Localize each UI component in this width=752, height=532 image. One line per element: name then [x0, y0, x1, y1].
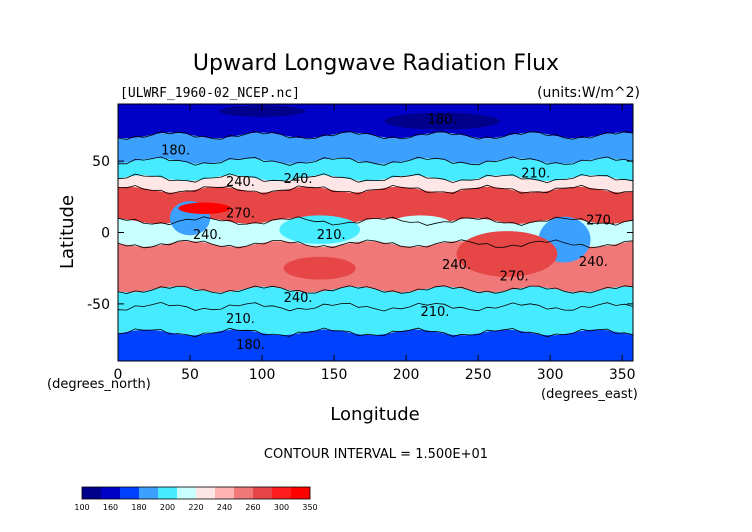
colorbar: 100 160 180 200 220 240 260 300 350 — [74, 486, 318, 512]
contour-line — [118, 327, 633, 338]
contour-label: 180. — [161, 144, 190, 159]
contour-line — [118, 173, 633, 184]
x-tick-label: 100 — [249, 367, 276, 383]
contour-label: 210. — [317, 228, 346, 243]
blob-layer — [169, 105, 591, 280]
lat-band — [118, 303, 633, 336]
contour-label: 240. — [442, 258, 471, 273]
colorbar-label: 100 — [74, 503, 89, 512]
x-tick-label: 200 — [393, 367, 420, 383]
colorbar-label: 300 — [274, 503, 289, 512]
contour-label: 240. — [579, 255, 608, 270]
field-anomaly — [384, 112, 500, 130]
field-anomaly — [178, 202, 231, 214]
contour-label: 180. — [428, 112, 457, 127]
band-layer — [118, 104, 633, 361]
colorbar-label: 260 — [245, 503, 260, 512]
contour-label: 210. — [521, 167, 550, 182]
colorbar-label: 350 — [302, 503, 317, 512]
colorbar-label: 200 — [160, 503, 175, 512]
field-anomaly — [283, 256, 356, 280]
contour-label-layer: 180. 180. 240. 240. 210. 270. 270. 240. 210. 240.… — [161, 112, 615, 353]
contour-line — [118, 184, 633, 195]
contour-line — [118, 156, 633, 166]
colorbar-swatch — [139, 487, 159, 499]
contour-label: 210. — [420, 305, 449, 320]
colorbar-label: 220 — [188, 503, 203, 512]
heatmap-field — [118, 104, 633, 361]
contour-label: 240. — [284, 291, 313, 306]
colorbar-swatch — [101, 487, 121, 499]
contour-line — [118, 285, 633, 295]
colorbar-swatch — [196, 487, 216, 499]
x-tick-label: 50 — [181, 367, 199, 383]
contour-label: 270. — [586, 214, 615, 229]
lat-band — [118, 186, 633, 225]
colorbar-swatch — [82, 487, 102, 499]
y-unit-note: (degrees_north) — [47, 377, 151, 392]
contour-line — [118, 216, 633, 226]
y-tick-label: 0 — [101, 226, 110, 242]
contour-label: 240. — [226, 175, 255, 190]
lat-band — [118, 175, 633, 193]
colorbar-swatch — [272, 487, 292, 499]
colorbar-label: 180 — [131, 503, 146, 512]
colorbar-label: 240 — [217, 503, 232, 512]
chart-title: Upward Longwave Radiation Flux — [193, 51, 559, 76]
lat-band — [118, 158, 633, 182]
units-label: (units:W/m^2) — [537, 85, 640, 101]
x-axis: 0 50 100 150 200 250 300 350 — [114, 104, 636, 383]
contour-line-layer — [118, 130, 633, 338]
x-unit-note: (degrees_east) — [541, 387, 638, 402]
file-label: [ULWRF_1960-02_NCEP.nc] — [120, 86, 300, 101]
x-tick-label: 300 — [537, 367, 564, 383]
colorbar-swatch — [158, 487, 178, 499]
contour-label: 180. — [236, 338, 265, 353]
lat-band — [118, 286, 633, 310]
contour-line — [118, 301, 633, 312]
x-axis-label: Longitude — [330, 404, 420, 425]
lat-band — [118, 104, 633, 139]
colorbar-swatch — [120, 487, 140, 499]
colorbar-swatch — [177, 487, 197, 499]
y-axis-label: Latitude — [57, 195, 78, 269]
x-tick-label: 150 — [321, 367, 348, 383]
contour-label: 240. — [193, 228, 222, 243]
contour-line — [118, 130, 633, 140]
field-anomaly — [218, 105, 306, 117]
colorbar-swatch — [215, 487, 235, 499]
contour-label: 240. — [284, 172, 313, 187]
field-anomaly — [279, 215, 361, 244]
field-anomaly — [388, 215, 453, 236]
y-axis: -50 0 50 — [87, 154, 633, 313]
x-tick-label: 0 — [114, 367, 123, 383]
colorbar-swatch — [253, 487, 273, 499]
contour-label: 270. — [500, 269, 529, 284]
colorbar-swatch — [234, 487, 254, 499]
contour-line — [118, 239, 633, 249]
contour-label: 210. — [226, 312, 255, 327]
x-tick-label: 250 — [465, 367, 492, 383]
x-tick-label: 350 — [609, 367, 636, 383]
colorbar-frame — [81, 486, 311, 500]
y-tick-label: 50 — [92, 154, 110, 170]
lat-band — [118, 132, 633, 164]
y-tick-label: -50 — [87, 297, 110, 313]
contour-interval-note: CONTOUR INTERVAL = 1.500E+01 — [264, 447, 488, 462]
lat-band — [118, 329, 633, 361]
colorbar-label: 160 — [103, 503, 118, 512]
colorbar-swatch — [291, 487, 311, 499]
contour-label: 270. — [226, 207, 255, 222]
